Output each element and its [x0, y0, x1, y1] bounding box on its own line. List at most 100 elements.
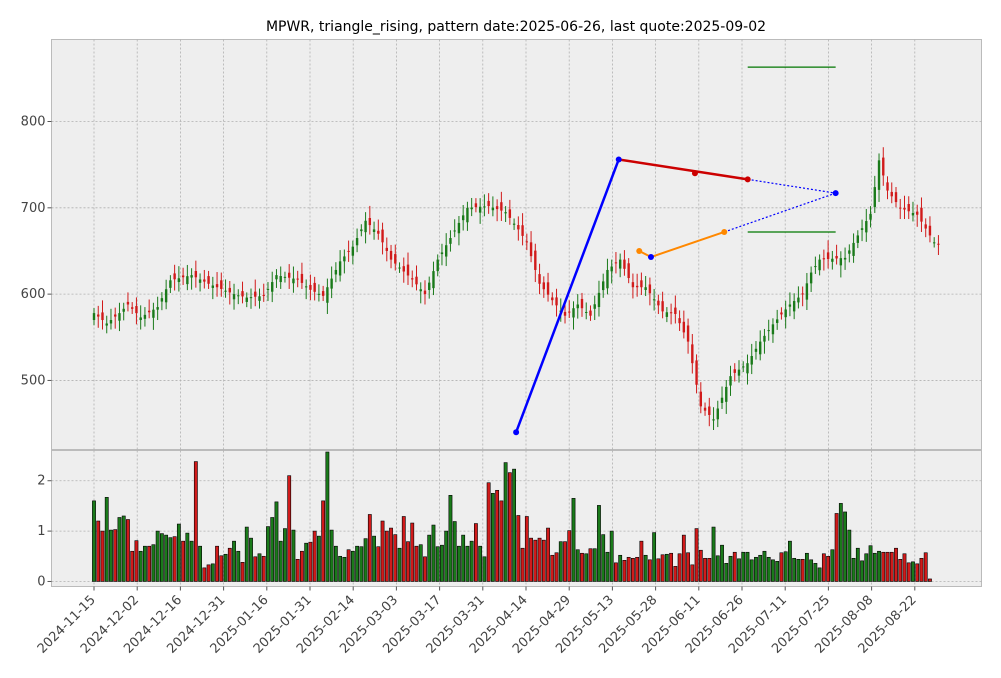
- volume-bar: [834, 513, 839, 582]
- candle-body: [848, 250, 851, 254]
- volume-bar: [240, 562, 245, 582]
- volume-bar: [223, 553, 228, 582]
- candle-body: [283, 276, 287, 278]
- volume-bar: [847, 529, 852, 582]
- candle-body: [419, 289, 422, 292]
- candle-body: [287, 272, 291, 278]
- volume-bar: [915, 563, 920, 582]
- breakout-leg-line: [514, 159, 620, 433]
- volume-bar: [96, 520, 101, 582]
- upper-projection-line: [747, 178, 836, 194]
- volume-bar: [138, 550, 143, 582]
- volume-bar: [410, 522, 415, 582]
- volume-bar: [444, 530, 449, 582]
- candle-body: [156, 307, 159, 310]
- candle-body: [737, 369, 741, 376]
- volume-tick-label: 1: [37, 524, 45, 539]
- candle-body: [797, 297, 800, 303]
- pivot-point: [513, 429, 520, 436]
- volume-bar: [325, 451, 330, 582]
- volume-bar: [779, 552, 784, 582]
- volume-bar: [172, 536, 177, 582]
- volume-bar: [100, 530, 105, 582]
- candle-body: [254, 291, 257, 297]
- volume-bar: [130, 550, 135, 582]
- volume-bar: [928, 578, 932, 582]
- candle-body: [130, 307, 134, 309]
- volume-bar: [652, 532, 657, 582]
- candle-body: [767, 330, 770, 332]
- candle-body: [343, 256, 346, 262]
- volume-bar: [898, 558, 903, 582]
- volume-bar: [868, 545, 873, 582]
- candle-body: [428, 282, 431, 290]
- candle-body: [759, 341, 762, 355]
- candle-body: [572, 308, 575, 318]
- candle-body: [109, 320, 113, 324]
- candle-body: [275, 275, 278, 280]
- candle-body: [321, 291, 325, 296]
- candle-body: [576, 304, 579, 309]
- candle-body: [780, 312, 783, 315]
- volume-bar: [554, 552, 559, 582]
- candle-body: [207, 276, 210, 284]
- candle-body: [699, 391, 703, 407]
- candle-body: [742, 366, 745, 368]
- volume-bar: [283, 528, 287, 582]
- candle-body: [784, 309, 787, 318]
- volume-bar: [121, 515, 126, 582]
- pivot-point: [832, 190, 839, 197]
- candle-body: [147, 310, 151, 313]
- candle-body: [580, 298, 584, 309]
- volume-bar: [312, 530, 317, 582]
- volume-bar: [270, 517, 275, 582]
- candle-body: [916, 211, 919, 215]
- candle-body: [300, 273, 304, 283]
- volume-bar: [249, 537, 253, 582]
- volume-bar: [788, 540, 792, 582]
- volume-bar: [537, 537, 542, 582]
- candle-body: [478, 206, 482, 213]
- volume-bar: [711, 526, 716, 582]
- candle-body: [432, 271, 435, 289]
- volume-bar: [622, 560, 627, 582]
- volume-bar: [724, 563, 729, 582]
- candle-body: [708, 406, 711, 415]
- candle-body: [271, 282, 274, 292]
- candle-body: [487, 200, 490, 207]
- candle-body: [143, 314, 147, 319]
- volume-bar: [681, 534, 686, 582]
- pivot-point: [647, 254, 654, 261]
- volume-bar: [168, 537, 173, 582]
- volume-bar: [304, 542, 309, 582]
- candle-body: [563, 311, 567, 316]
- candle-body: [568, 311, 571, 313]
- volume-bar: [435, 546, 440, 582]
- candle-body: [652, 299, 656, 301]
- volume-bar: [147, 545, 152, 582]
- volume-bar: [143, 545, 147, 582]
- volume-bar: [647, 559, 652, 582]
- volume-bar: [686, 552, 690, 582]
- candle-body: [97, 314, 100, 317]
- candle-body: [809, 272, 813, 284]
- volume-bar: [452, 521, 457, 582]
- volume-bar: [855, 547, 860, 582]
- volume-bar: [563, 541, 567, 582]
- candle-body: [326, 287, 329, 303]
- candle-body: [220, 280, 223, 289]
- volume-bar: [783, 551, 788, 582]
- candle-body: [457, 222, 461, 234]
- volume-bar: [809, 559, 814, 582]
- volume-bar: [389, 527, 393, 582]
- volume-bar: [478, 545, 483, 582]
- volume-bar: [151, 544, 156, 582]
- candle-body: [720, 397, 724, 403]
- candle-body: [729, 376, 732, 386]
- candle-body: [669, 312, 673, 314]
- candle-body: [792, 301, 796, 312]
- candle-body: [245, 297, 248, 302]
- volume-bar: [690, 564, 695, 582]
- candle-body: [674, 307, 677, 314]
